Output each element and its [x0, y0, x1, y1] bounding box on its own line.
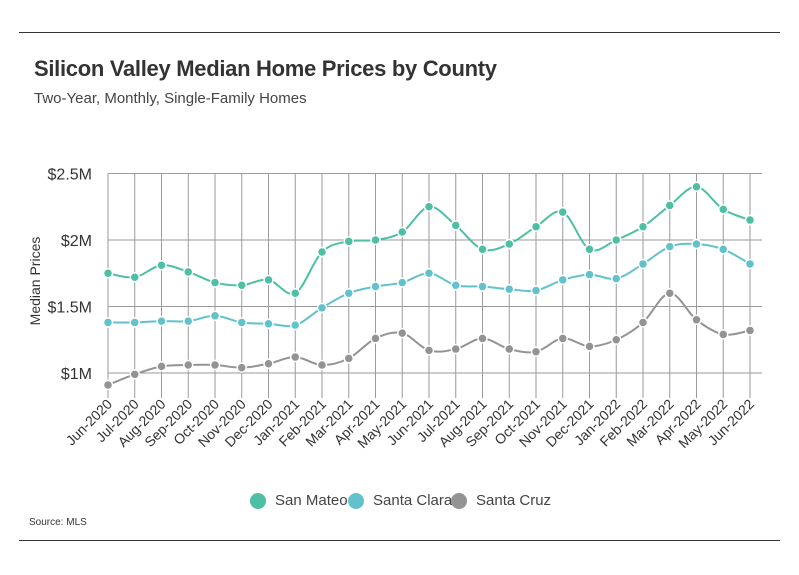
data-point-san-mateo	[236, 279, 247, 291]
data-point-santa-clara	[450, 279, 461, 291]
y-tick-label: $1.5M	[48, 300, 92, 317]
y-tick-label: $2.5M	[48, 167, 92, 184]
legend-item-santa-clara: Santa Clara	[348, 492, 452, 509]
data-point-santa-cruz	[664, 287, 675, 299]
data-point-santa-cruz	[450, 343, 461, 355]
data-point-san-mateo	[183, 266, 194, 278]
data-point-san-mateo	[477, 244, 488, 255]
data-point-santa-clara	[290, 319, 301, 331]
data-point-san-mateo	[423, 201, 435, 212]
data-point-santa-clara	[183, 315, 194, 327]
data-point-san-mateo	[637, 221, 649, 232]
legend: San Mateo Santa Clara Santa Cruz	[0, 492, 799, 514]
data-point-san-mateo	[370, 234, 381, 246]
data-point-santa-clara	[611, 273, 622, 284]
data-point-santa-clara	[236, 317, 247, 328]
data-point-santa-clara	[637, 258, 649, 270]
data-point-santa-clara	[370, 281, 381, 292]
data-point-santa-clara	[530, 285, 542, 296]
data-point-santa-clara	[691, 238, 702, 250]
legend-marker-san-mateo	[250, 492, 266, 509]
data-point-santa-clara	[129, 317, 140, 328]
data-point-san-mateo	[102, 268, 114, 279]
legend-marker-santa-clara	[348, 492, 364, 509]
data-point-santa-clara	[316, 302, 328, 314]
data-point-santa-cruz	[316, 359, 328, 371]
data-point-santa-cruz	[477, 333, 488, 344]
data-point-santa-cruz	[744, 325, 756, 336]
legend-label-santa-clara: Santa Clara	[373, 492, 453, 509]
data-point-santa-cruz	[397, 327, 408, 339]
data-point-santa-clara	[744, 258, 756, 270]
data-point-san-mateo	[530, 221, 542, 232]
y-tick-label: $2M	[61, 233, 92, 250]
source-note: Source: MLS	[29, 517, 87, 528]
legend-item-san-mateo: San Mateo	[250, 492, 348, 509]
data-point-san-mateo	[504, 238, 515, 250]
data-point-santa-clara	[504, 283, 515, 295]
data-point-san-mateo	[664, 200, 675, 211]
data-point-santa-clara	[263, 318, 274, 330]
data-point-santa-cruz	[236, 362, 247, 373]
legend-marker-santa-cruz	[451, 492, 467, 509]
legend-label-santa-cruz: Santa Cruz	[476, 492, 552, 509]
data-point-santa-cruz	[263, 358, 274, 369]
y-axis-label: Median Prices	[27, 237, 43, 326]
data-point-santa-cruz	[557, 333, 568, 344]
data-point-santa-clara	[209, 310, 221, 322]
data-point-san-mateo	[263, 274, 274, 286]
data-point-santa-cruz	[290, 351, 301, 363]
data-point-santa-clara	[557, 274, 568, 286]
data-point-santa-cruz	[183, 359, 194, 371]
data-point-santa-cruz	[718, 329, 729, 340]
data-point-santa-cruz	[343, 353, 354, 364]
data-point-san-mateo	[718, 204, 729, 215]
data-point-san-mateo	[691, 181, 702, 193]
legend-item-santa-cruz: Santa Cruz	[451, 492, 551, 509]
data-point-santa-cruz	[423, 345, 435, 356]
data-point-san-mateo	[209, 277, 221, 288]
data-point-santa-cruz	[504, 343, 515, 355]
y-tick-label: $1M	[61, 366, 92, 383]
data-point-san-mateo	[343, 236, 354, 247]
data-point-santa-clara	[397, 277, 408, 288]
data-point-santa-cruz	[156, 361, 167, 372]
data-point-san-mateo	[450, 220, 461, 231]
bottom-rule	[19, 540, 780, 541]
data-point-santa-clara	[423, 268, 435, 279]
data-point-santa-cruz	[209, 359, 221, 371]
data-point-santa-clara	[477, 281, 488, 292]
data-point-santa-clara	[156, 315, 167, 327]
data-point-santa-clara	[343, 287, 354, 299]
data-point-san-mateo	[290, 287, 301, 299]
data-point-santa-clara	[664, 241, 675, 252]
data-point-santa-clara	[718, 244, 729, 255]
chart-title: Silicon Valley Median Home Prices by Cou…	[34, 56, 497, 81]
data-point-santa-clara	[584, 269, 595, 280]
data-point-san-mateo	[156, 260, 167, 271]
data-point-san-mateo	[316, 246, 328, 258]
chart-subtitle: Two-Year, Monthly, Single-Family Homes	[34, 90, 307, 107]
data-point-san-mateo	[744, 214, 756, 226]
data-point-santa-cruz	[370, 333, 381, 344]
data-point-santa-cruz	[637, 317, 649, 328]
data-point-san-mateo	[584, 244, 595, 255]
data-point-san-mateo	[129, 271, 140, 283]
data-point-santa-cruz	[530, 346, 542, 357]
data-point-san-mateo	[557, 206, 568, 218]
data-point-san-mateo	[611, 234, 622, 246]
data-point-san-mateo	[397, 226, 408, 238]
data-point-santa-cruz	[611, 334, 622, 345]
data-point-santa-cruz	[691, 314, 702, 326]
data-point-santa-cruz	[584, 341, 595, 352]
top-rule	[19, 32, 780, 33]
data-point-santa-cruz	[102, 379, 114, 391]
legend-label-san-mateo: San Mateo	[275, 492, 348, 509]
data-point-santa-clara	[102, 317, 114, 328]
data-point-santa-cruz	[129, 369, 140, 380]
